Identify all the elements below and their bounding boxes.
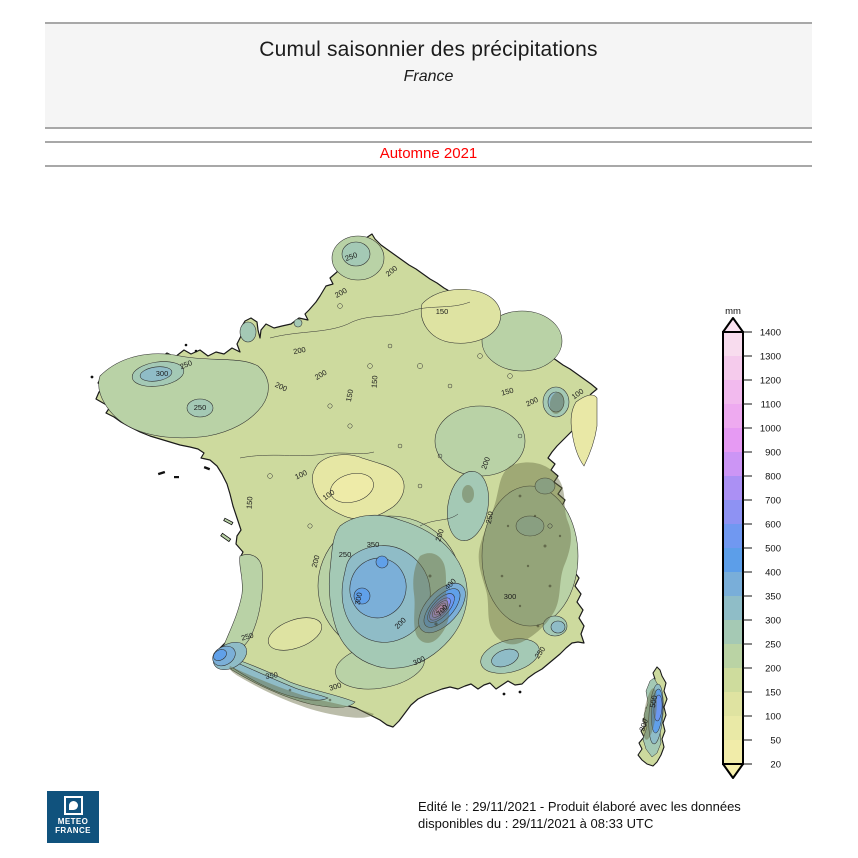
legend-tick-label: 1100 [761, 400, 781, 411]
legend-color-band [723, 740, 743, 764]
legend-color-band [723, 428, 743, 452]
edition-note-line2: disponibles du : 29/11/2021 à 08:33 UTC [418, 816, 654, 831]
corsica [637, 666, 668, 767]
legend-color-band [723, 500, 743, 524]
contour-label: 150 [244, 496, 254, 509]
legend-unit-label: mm [725, 306, 741, 317]
legend-tick-label: 150 [765, 688, 781, 699]
legend-tick-label: 100 [765, 712, 781, 723]
legend-tick-label: 200 [765, 664, 781, 675]
contour-label: 150 [436, 307, 449, 316]
legend-color-band [723, 644, 743, 668]
relief-speckles [288, 494, 562, 702]
legend-tick-label: 1200 [760, 376, 781, 387]
contour-label: 250 [484, 510, 495, 524]
page-title: Cumul saisonnier des précipitations [259, 38, 598, 61]
contour-label: 150 [500, 386, 514, 398]
contour-label: 300 [637, 718, 650, 733]
contour-label: 250 [344, 250, 359, 263]
legend-tick-label: 500 [765, 544, 781, 555]
title-panel: Cumul saisonnier des précipitations Fran… [45, 22, 812, 129]
page-subtitle: France [403, 68, 454, 85]
legend-tick-label: 250 [765, 640, 781, 651]
legend-tick-label: 350 [765, 592, 781, 603]
legend-tick-label: 1400 [760, 328, 781, 339]
contour-label: 150 [369, 375, 379, 388]
legend-tick-label: 700 [765, 496, 781, 507]
legend-tick-label: 50 [770, 736, 781, 747]
contour-label: 200 [310, 554, 322, 568]
contour-label: 500 [648, 695, 659, 709]
legend-color-band [723, 476, 743, 500]
edition-note-line1: Edité le : 29/11/2021 - Produit élaboré … [418, 799, 741, 814]
legend-color-band [723, 380, 743, 404]
cevennes-maximum [429, 597, 451, 621]
contour-label: 150 [344, 388, 355, 402]
legend-tick-label: 1000 [760, 424, 781, 435]
logo-text-line2: FRANCE [55, 826, 91, 835]
contour-label: 200 [292, 345, 306, 356]
edition-note: Edité le : 29/11/2021 - Produit élaboré … [418, 798, 741, 832]
meteo-france-symbol-icon [63, 796, 83, 815]
minor-contour-rings [239, 301, 553, 529]
legend-arrow-down [722, 763, 744, 779]
legend-color-band [723, 332, 743, 356]
season-label: Automne 2021 [45, 141, 812, 167]
legend-tick-label: 400 [765, 568, 781, 579]
legend-tick-label: 800 [765, 472, 781, 483]
islands [90, 343, 522, 696]
color-scale-legend: mm 1400 1300 1200 1100 1000 900 800 700 600 500 400… [722, 306, 781, 779]
contour-label: 350 [367, 540, 380, 549]
contour-label: 300 [353, 592, 364, 606]
zone-100-150 [267, 289, 598, 651]
legend-color-band [723, 668, 743, 692]
contour-label: 200 [433, 528, 445, 543]
contour-label: 300 [504, 592, 517, 601]
contour-label: 250 [179, 358, 194, 371]
legend-color-band [723, 716, 743, 740]
meteo-france-logo: METEO FRANCE [47, 791, 99, 843]
relief-shading [229, 392, 657, 740]
logo-text-line1: METEO [57, 817, 89, 826]
legend-color-band [723, 404, 743, 428]
legend-tick-label: 1300 [760, 352, 781, 363]
contour-label: 300 [156, 369, 169, 378]
legend-tick-label: 900 [765, 448, 781, 459]
legend-color-band [723, 356, 743, 380]
legend-color-band [723, 692, 743, 716]
legend-color-band [723, 596, 743, 620]
contour-label: 250 [240, 631, 254, 643]
legend-arrow-up [722, 317, 744, 333]
legend-color-band [723, 452, 743, 476]
legend-tick-label: 20 [770, 760, 781, 771]
legend-color-band [723, 524, 743, 548]
legend-color-band [723, 620, 743, 644]
legend-color-band [723, 548, 743, 572]
legend-tick-label: 600 [765, 520, 781, 531]
legend-tick-label: 300 [765, 616, 781, 627]
contour-label: 350 [265, 670, 279, 681]
contour-label: 300 [328, 680, 343, 692]
contour-label: 200 [479, 456, 492, 471]
legend-color-band [723, 572, 743, 596]
contour-label: 250 [194, 403, 207, 412]
contour-label: 250 [339, 550, 352, 559]
